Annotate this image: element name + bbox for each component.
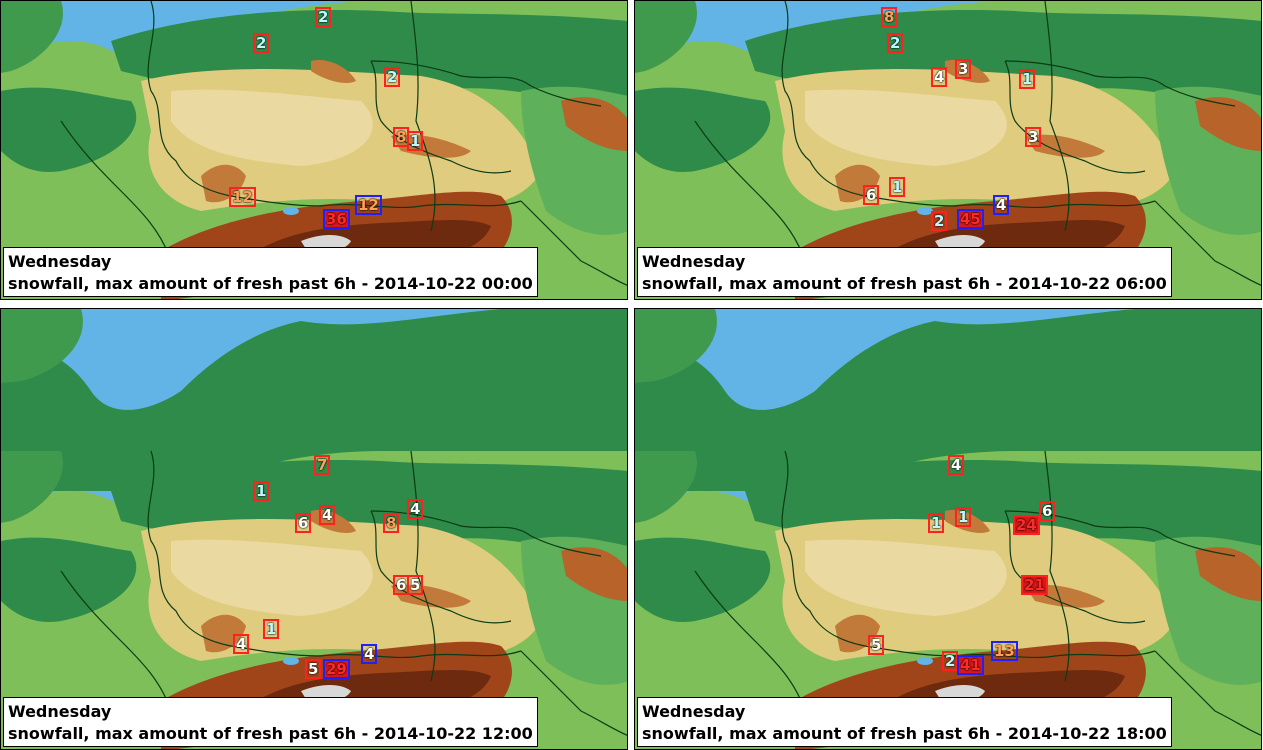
snowfall-marker: 29 <box>323 659 350 679</box>
snowfall-marker: 4 <box>948 455 965 475</box>
snowfall-marker: 1 <box>263 619 280 639</box>
snowfall-marker: 21 <box>1021 575 1048 595</box>
snowfall-marker: 2 <box>942 651 959 671</box>
map-panel: 7 1 6 4 8 4 6 5 4 1 5 29 4 Wednesday snowfall, max a… <box>0 308 628 750</box>
snowfall-marker: 6 <box>295 513 312 533</box>
snowfall-marker: 2 <box>253 33 270 53</box>
snowfall-marker: 7 <box>314 455 331 475</box>
snowfall-marker: 1 <box>1019 69 1036 89</box>
snowfall-marker: 2 <box>887 33 904 53</box>
snowfall-marker: 1 <box>889 177 906 197</box>
snowfall-marker: 5 <box>407 575 424 595</box>
snowfall-marker: 12 <box>229 187 256 207</box>
snowfall-marker: 2 <box>384 67 401 87</box>
snowfall-marker: 3 <box>955 59 972 79</box>
snowfall-marker: 8 <box>881 7 898 27</box>
snowfall-marker: 4 <box>361 644 378 664</box>
snowfall-marker: 4 <box>993 195 1010 215</box>
snowfall-marker: 8 <box>383 513 400 533</box>
snowfall-marker: 1 <box>928 513 945 533</box>
day-label: Wednesday <box>642 252 746 271</box>
snowfall-marker: 13 <box>991 641 1018 661</box>
snowfall-marker: 12 <box>355 195 382 215</box>
snowfall-marker: 2 <box>931 211 948 231</box>
map-caption: Wednesday snowfall, max amount of fresh … <box>3 247 538 297</box>
day-label: Wednesday <box>8 252 112 271</box>
map-caption: Wednesday snowfall, max amount of fresh … <box>3 697 538 747</box>
terrain-map <box>1 309 627 749</box>
snowfall-marker: 4 <box>931 67 948 87</box>
snowfall-marker: 5 <box>305 659 322 679</box>
snowfall-marker: 45 <box>957 209 984 229</box>
snowfall-marker: 4 <box>319 505 336 525</box>
snowfall-marker: 4 <box>233 634 250 654</box>
map-panel: 4 1 1 24 6 21 5 2 41 13 Wednesday snowfall, max a… <box>634 308 1262 750</box>
snowfall-marker: 41 <box>957 655 984 675</box>
map-title: snowfall, max amount of fresh past 6h - … <box>642 274 1167 293</box>
snowfall-marker: 1 <box>407 131 424 151</box>
snowfall-marker: 6 <box>1039 501 1056 521</box>
map-title: snowfall, max amount of fresh past 6h - … <box>8 724 533 743</box>
map-title: snowfall, max amount of fresh past 6h - … <box>8 274 533 293</box>
snowfall-marker: 3 <box>1025 127 1042 147</box>
snowfall-marker: 6 <box>863 185 880 205</box>
snowfall-marker: 36 <box>323 209 350 229</box>
map-caption: Wednesday snowfall, max amount of fresh … <box>637 697 1172 747</box>
snowfall-marker: 1 <box>253 481 270 501</box>
map-caption: Wednesday snowfall, max amount of fresh … <box>637 247 1172 297</box>
snowfall-marker: 4 <box>407 499 424 519</box>
snowfall-marker: 2 <box>315 7 332 27</box>
snowfall-marker: 1 <box>955 507 972 527</box>
map-panel: 2 2 2 8 1 12 36 12 Wednesday snowfall, max amou… <box>0 0 628 300</box>
day-label: Wednesday <box>8 702 112 721</box>
day-label: Wednesday <box>642 702 746 721</box>
snowfall-marker: 5 <box>868 635 885 655</box>
snowfall-marker: 24 <box>1013 515 1040 535</box>
map-panel: 8 2 4 3 1 3 6 1 2 45 4 Wednesday snowfall, max amo… <box>634 0 1262 300</box>
terrain-map <box>635 309 1261 749</box>
map-title: snowfall, max amount of fresh past 6h - … <box>642 724 1167 743</box>
